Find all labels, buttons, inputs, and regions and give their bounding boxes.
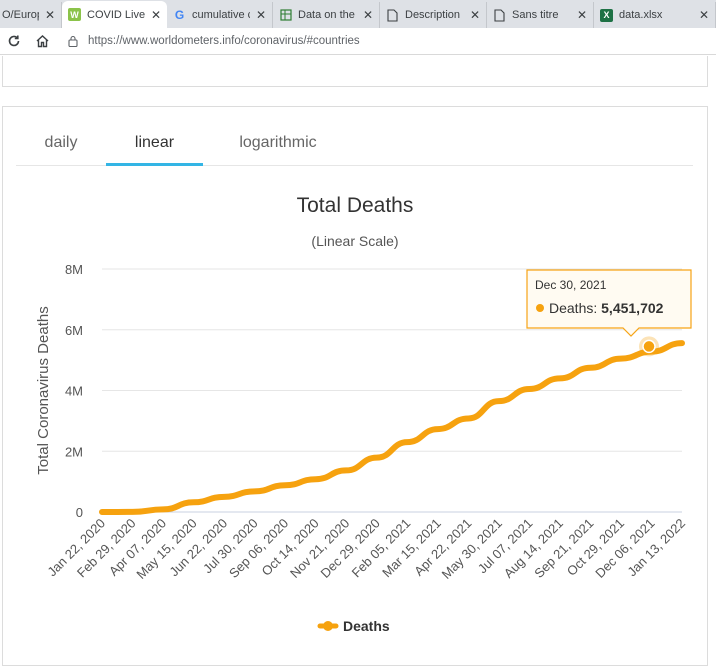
tab-daily[interactable]: daily <box>44 134 78 151</box>
tab-title: O/Europe <box>2 9 39 21</box>
tab-title: Data on the <box>298 9 355 21</box>
tab-title: cumulative c <box>192 9 250 21</box>
tooltip-marker <box>536 304 544 312</box>
document-icon <box>493 8 506 22</box>
close-icon[interactable]: ✕ <box>469 8 481 22</box>
y-axis-label: Total Coronavirus Deaths <box>35 306 52 474</box>
close-icon[interactable]: ✕ <box>362 8 374 22</box>
tooltip-date: Dec 30, 2021 <box>535 278 607 292</box>
browser-tab-strip: O/Europe ✕ W COVID Live - ✕ G cumulative… <box>0 0 716 28</box>
chart-title: Total Deaths <box>297 194 414 217</box>
browser-tab[interactable]: G cumulative c ✕ <box>167 2 273 28</box>
tab-linear[interactable]: linear <box>106 130 203 166</box>
close-icon[interactable]: ✕ <box>576 8 588 22</box>
close-icon[interactable]: ✕ <box>150 7 162 22</box>
document-icon <box>386 8 399 22</box>
hover-point <box>642 339 656 354</box>
y-tick-label: 0 <box>76 505 83 520</box>
browser-toolbar: https://www.worldometers.info/coronaviru… <box>0 28 716 55</box>
browser-tab-active[interactable]: W COVID Live - ✕ <box>62 1 167 28</box>
y-tick-label: 8M <box>65 262 83 277</box>
browser-tab[interactable]: X data.xlsx ✕ <box>594 2 716 28</box>
close-icon[interactable]: ✕ <box>44 8 56 22</box>
tooltip-box <box>526 269 692 337</box>
y-tick-label: 6M <box>65 323 83 338</box>
tooltip-series-name: Deaths: <box>549 300 601 316</box>
worldometer-icon: W <box>68 8 81 21</box>
home-button[interactable] <box>28 30 56 52</box>
lock-icon <box>68 35 78 47</box>
legend-swatch-dot <box>323 621 333 631</box>
close-icon[interactable]: ✕ <box>698 8 710 22</box>
reload-icon <box>8 35 20 47</box>
browser-tab[interactable]: Data on the ✕ <box>273 2 380 28</box>
legend-label-deaths: Deaths <box>343 618 390 634</box>
series-line-deaths <box>99 340 685 515</box>
previous-card <box>2 56 708 87</box>
spreadsheet-page-icon <box>279 9 292 22</box>
tab-logarithmic[interactable]: logarithmic <box>239 134 317 151</box>
chart-tabs: daily linear logarithmic <box>16 130 693 166</box>
tab-title: data.xlsx <box>619 9 663 21</box>
tab-title: Description <box>405 9 461 21</box>
home-icon <box>36 35 48 48</box>
close-icon[interactable]: ✕ <box>255 8 267 22</box>
tab-title: COVID Live - <box>87 8 145 21</box>
page-content: daily linear logarithmic Total Deaths (Li… <box>0 56 716 666</box>
excel-icon: X <box>600 8 613 22</box>
address-bar[interactable]: https://www.worldometers.info/coronaviru… <box>68 30 716 52</box>
y-tick-label: 2M <box>65 444 83 459</box>
tooltip-value-line: Deaths: 5,451,702 <box>549 300 664 316</box>
url-text: https://www.worldometers.info/coronaviru… <box>88 35 360 47</box>
reload-button[interactable] <box>0 30 28 52</box>
google-icon: G <box>174 8 185 22</box>
browser-tab[interactable]: Description ✕ <box>380 2 487 28</box>
browser-tab[interactable]: O/Europe ✕ <box>0 2 62 28</box>
y-tick-label: 4M <box>65 384 83 399</box>
tooltip-value: 5,451,702 <box>601 300 663 316</box>
browser-tab[interactable]: Sans titre ✕ <box>487 2 594 28</box>
tab-title: Sans titre <box>512 9 559 21</box>
deaths-chart: Total Deaths (Linear Scale) 0 2M 4M 6M 8M Total… <box>35 194 692 634</box>
chart-subtitle: (Linear Scale) <box>311 233 398 249</box>
